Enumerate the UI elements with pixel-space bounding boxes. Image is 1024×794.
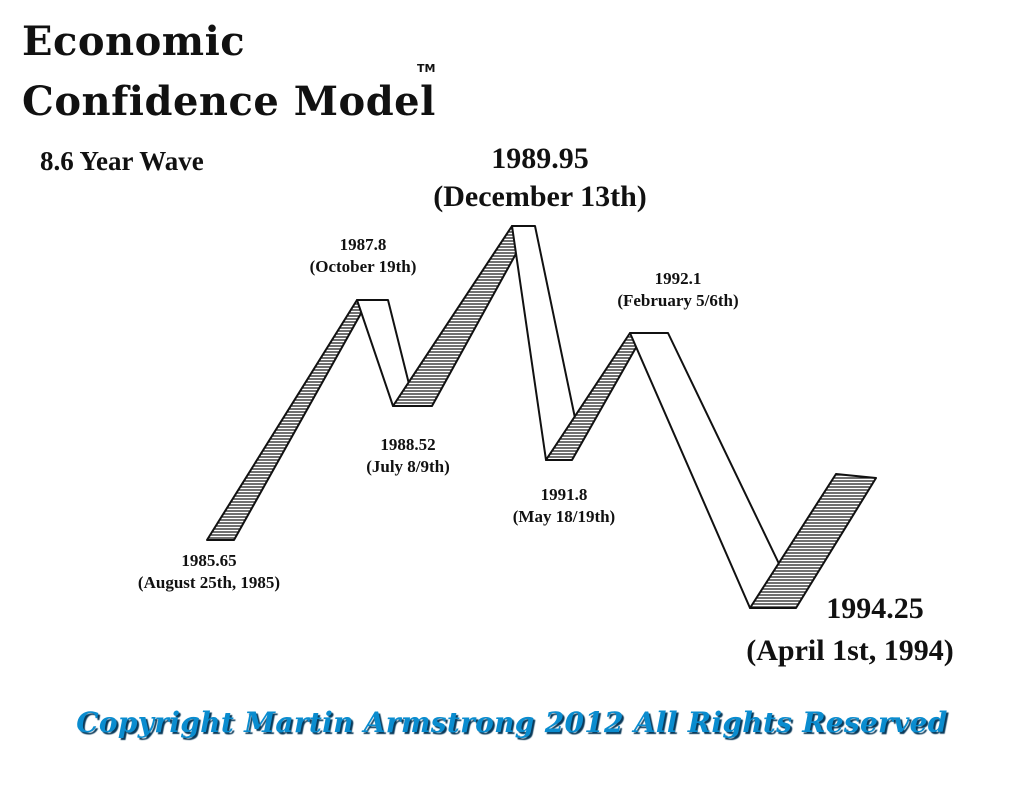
label-1994-year: 1994.25 — [826, 592, 924, 625]
label-1989-year: 1989.95 — [491, 142, 589, 175]
label-1992: 1992.1 (February 5/6th) — [588, 268, 768, 312]
label-1991-year: 1991.8 — [540, 485, 588, 504]
label-1989: 1989.95 (December 13th) — [410, 140, 670, 216]
title-line-2: Confidence Model — [22, 78, 436, 125]
label-1992-year: 1992.1 — [654, 269, 702, 288]
wave-down-leg-3 — [629, 332, 783, 609]
wave-up-leg-1 — [206, 299, 365, 541]
copyright-notice: Copyright Martin Armstrong 2012 All Righ… — [76, 706, 948, 739]
label-1991-date: (May 18/19th) — [512, 507, 616, 526]
wave-down-leg-2 — [511, 225, 576, 461]
label-1988-date: (July 8/9th) — [366, 457, 450, 476]
label-1989-date: (December 13th) — [433, 180, 647, 213]
label-1992-date: (February 5/6th) — [617, 291, 739, 310]
title-line-1: Economic — [22, 18, 246, 65]
subtitle: 8.6 Year Wave — [40, 146, 204, 176]
label-1987: 1987.8 (October 19th) — [283, 234, 443, 278]
label-1988-year: 1988.52 — [380, 435, 436, 454]
label-1985-year: 1985.65 — [181, 551, 237, 570]
trademark-mark: TM — [417, 62, 436, 75]
label-1985: 1985.65 (August 25th, 1985) — [104, 550, 314, 594]
label-1988: 1988.52 (July 8/9th) — [338, 434, 478, 478]
wave-up-leg-4 — [749, 473, 877, 609]
label-1991: 1991.8 (May 18/19th) — [484, 484, 644, 528]
label-1994-date: (April 1st, 1994) — [746, 634, 954, 667]
label-1987-date: (October 19th) — [309, 257, 417, 276]
label-1987-year: 1987.8 — [339, 235, 387, 254]
label-1985-date: (August 25th, 1985) — [137, 573, 281, 592]
